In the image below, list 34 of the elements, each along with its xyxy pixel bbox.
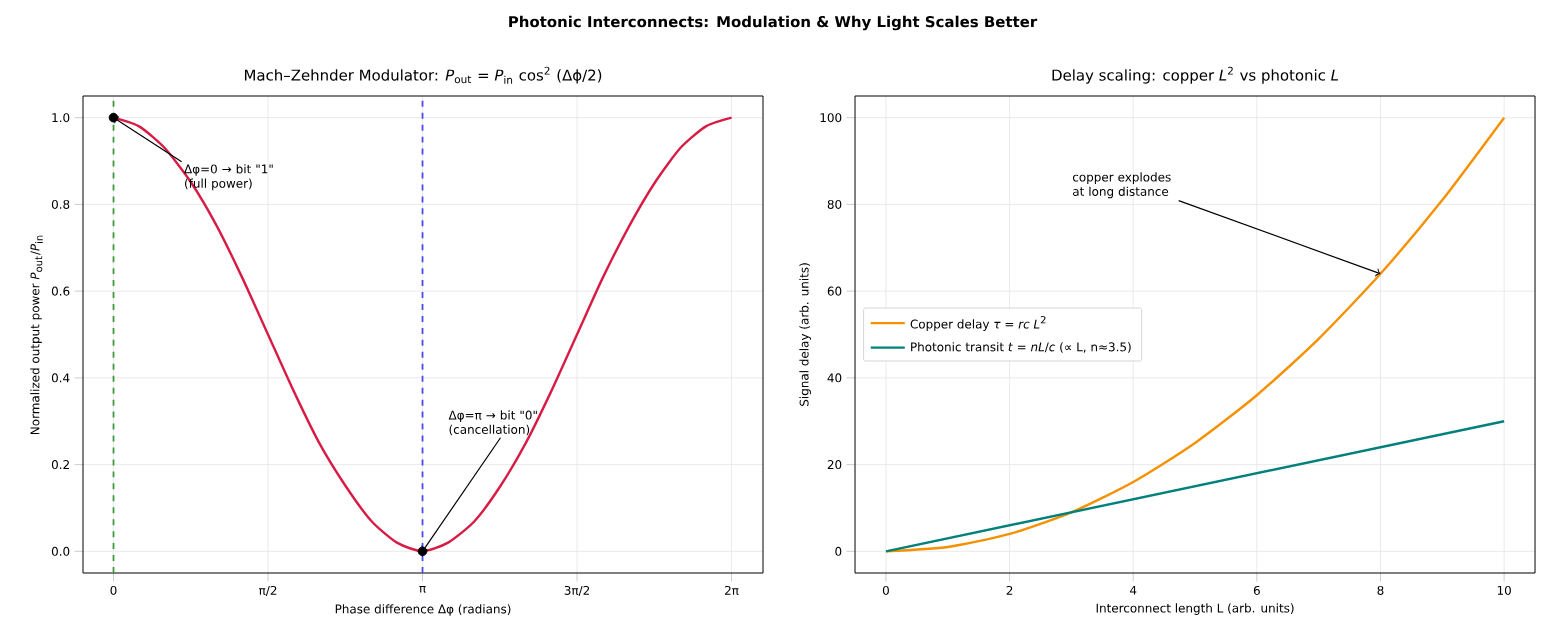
y-tick-label: 0.8 [51,199,70,209]
text: Photonic Interconnects: Modulation & Why Light Scales Better [509,15,1038,31]
y-tick-label: 0.4 [51,373,70,383]
x-tick-label: π [419,585,426,593]
legend-label: Photonic transit t = nL/c (∝ L, n≈3.5) [911,342,1131,353]
y-axis-title: Signal delay (arb. units) [799,263,811,406]
x-tick-label: 0 [882,585,889,595]
y-tick-label: 40 [827,373,842,383]
legend-label: Copper delay τ = rc L$^{2}$ [910,315,1046,331]
y-tick-label: 0 [835,546,842,556]
y-tick-label: 20 [827,460,842,470]
x-tick-label: 2 [1006,585,1013,595]
x-tick-label: 10 [1497,585,1511,595]
chart-title: Delay scaling: copper L$^{2}$ vs photonic L [1052,66,1339,84]
y-tick-label: 60 [827,286,842,296]
y-tick-label: 0.6 [51,286,70,296]
y-tick-label: 100 [820,113,842,123]
x-tick-label: π/2 [259,585,277,596]
y-tick-label: 0.0 [51,546,70,556]
y-tick-label: 0.2 [51,460,69,470]
annotation: Δφ=π → bit "0" (cancellation) [448,410,537,436]
x-axis-title: Phase difference Δφ (radians) [335,604,511,616]
x-tick-label: 8 [1377,585,1384,595]
annotation: copper explodes at long distance [1072,172,1171,199]
y-tick-label: 1.0 [52,113,70,123]
x-tick-label: 2π [724,585,739,595]
y-tick-label: 80 [827,199,842,209]
x-tick-label: 6 [1253,585,1260,595]
x-tick-label: 0 [110,585,117,595]
x-axis-title: Interconnect length L (arb. units) [1096,603,1294,615]
y-axis-title: Normalized output power P$_{out}$/P$_{in}$ [30,235,43,435]
x-tick-label: 3π/2 [564,585,590,596]
x-tick-label: 4 [1130,585,1137,595]
chart-title: Mach–Zehnder Modulator: P$_{out}$ = P$_{in}$ cos$^{2}$ (Δϕ/2) [244,66,602,84]
